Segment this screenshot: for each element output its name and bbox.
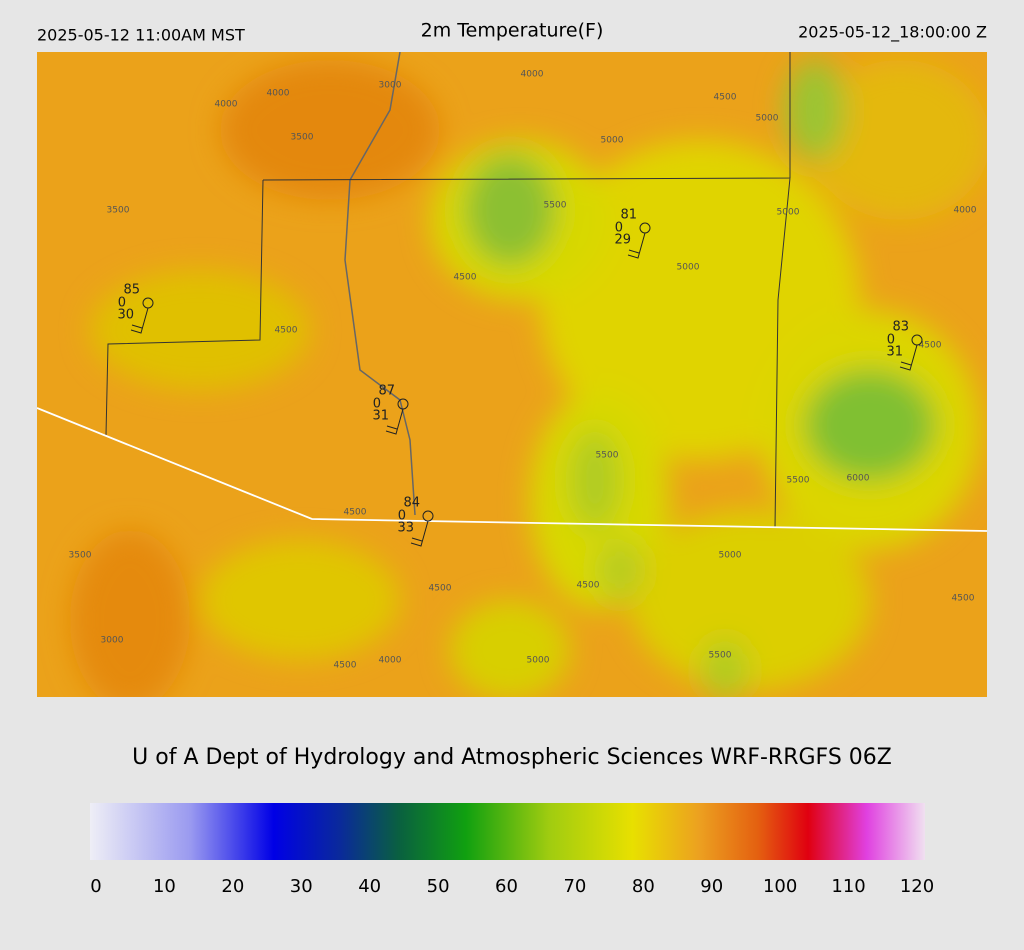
contour-label: 4500 xyxy=(919,341,942,351)
contour-label: 4000 xyxy=(267,89,290,99)
local-time: 2025-05-12 11:00AM MST xyxy=(37,26,245,45)
colorbar-tick-label: 50 xyxy=(427,876,450,897)
wind-barb xyxy=(130,307,149,334)
contour-label: 4500 xyxy=(577,581,600,591)
station-dewpoint: 31 xyxy=(372,409,389,424)
station-temperature: 85 xyxy=(123,283,140,298)
contour-label: 6000 xyxy=(847,474,870,484)
contour-label: 4000 xyxy=(215,100,238,110)
contour-label: 5000 xyxy=(719,551,742,561)
contour-label: 4000 xyxy=(954,206,977,216)
contour-label: 4500 xyxy=(714,93,737,103)
contour-label: 3500 xyxy=(107,206,130,216)
contour-label: 4500 xyxy=(454,273,477,283)
utc-time: 2025-05-12_18:00:00 Z xyxy=(798,23,987,43)
colorbar-tick-label: 80 xyxy=(632,876,655,897)
station-temperature: 87 xyxy=(378,384,395,399)
contour-label: 5500 xyxy=(709,651,732,661)
contour-label: 5500 xyxy=(544,201,567,211)
station-precip: 0 xyxy=(887,333,895,348)
station-dewpoint: 30 xyxy=(117,308,134,323)
contour-label: 4500 xyxy=(334,661,357,671)
colorbar-tick-label: 40 xyxy=(358,876,381,897)
colorbar-tick-label: 100 xyxy=(763,876,797,897)
station-temperature: 83 xyxy=(892,320,909,335)
colorbar-tick-label: 10 xyxy=(153,876,176,897)
contour-label: 4500 xyxy=(275,326,298,336)
contour-label: 3500 xyxy=(69,551,92,561)
colorbar-tick-label: 90 xyxy=(700,876,723,897)
colorbar-tick-label: 70 xyxy=(563,876,586,897)
station-temperature: 81 xyxy=(620,208,637,223)
contour-label: 4500 xyxy=(952,594,975,604)
station-dewpoint: 31 xyxy=(886,345,903,360)
station-dewpoint: 33 xyxy=(397,521,414,536)
contour-label: 5000 xyxy=(777,208,800,218)
station-precip: 0 xyxy=(373,397,381,412)
colorbar-tick-label: 60 xyxy=(495,876,518,897)
station-temperature: 84 xyxy=(403,496,420,511)
wind-barb xyxy=(385,408,404,435)
station-precip: 0 xyxy=(118,296,126,311)
colorbar-tick-label: 0 xyxy=(90,876,101,897)
contour-label: 3000 xyxy=(101,636,124,646)
contour-label: 5000 xyxy=(601,136,624,146)
contour-label: 4000 xyxy=(521,70,544,80)
colorbar-tick-label: 110 xyxy=(831,876,865,897)
station-precip: 0 xyxy=(398,509,406,524)
contour-label: 5500 xyxy=(787,476,810,486)
station-dewpoint: 29 xyxy=(614,233,631,248)
contour-label: 5000 xyxy=(756,114,779,124)
map-field xyxy=(37,52,987,697)
contour-label: 5500 xyxy=(596,451,619,461)
credit: U of A Dept of Hydrology and Atmospheric… xyxy=(132,745,892,770)
station-precip: 0 xyxy=(615,221,623,236)
contour-label: 5000 xyxy=(527,656,550,666)
colorbar-tick-label: 20 xyxy=(221,876,244,897)
map-title: 2m Temperature(F) xyxy=(421,20,604,42)
contour-label: 4500 xyxy=(429,584,452,594)
colorbar xyxy=(90,803,925,860)
colorbar-tick-label: 120 xyxy=(900,876,934,897)
wind-barb xyxy=(899,344,918,371)
colorbar-tick-label: 30 xyxy=(290,876,313,897)
contour-label: 4000 xyxy=(379,656,402,666)
contour-label: 3000 xyxy=(379,81,402,91)
contour-label: 4500 xyxy=(344,508,367,518)
wind-barb xyxy=(627,232,646,259)
wind-barb xyxy=(410,520,429,547)
contour-label: 5000 xyxy=(677,263,700,273)
contour-label: 3500 xyxy=(291,133,314,143)
